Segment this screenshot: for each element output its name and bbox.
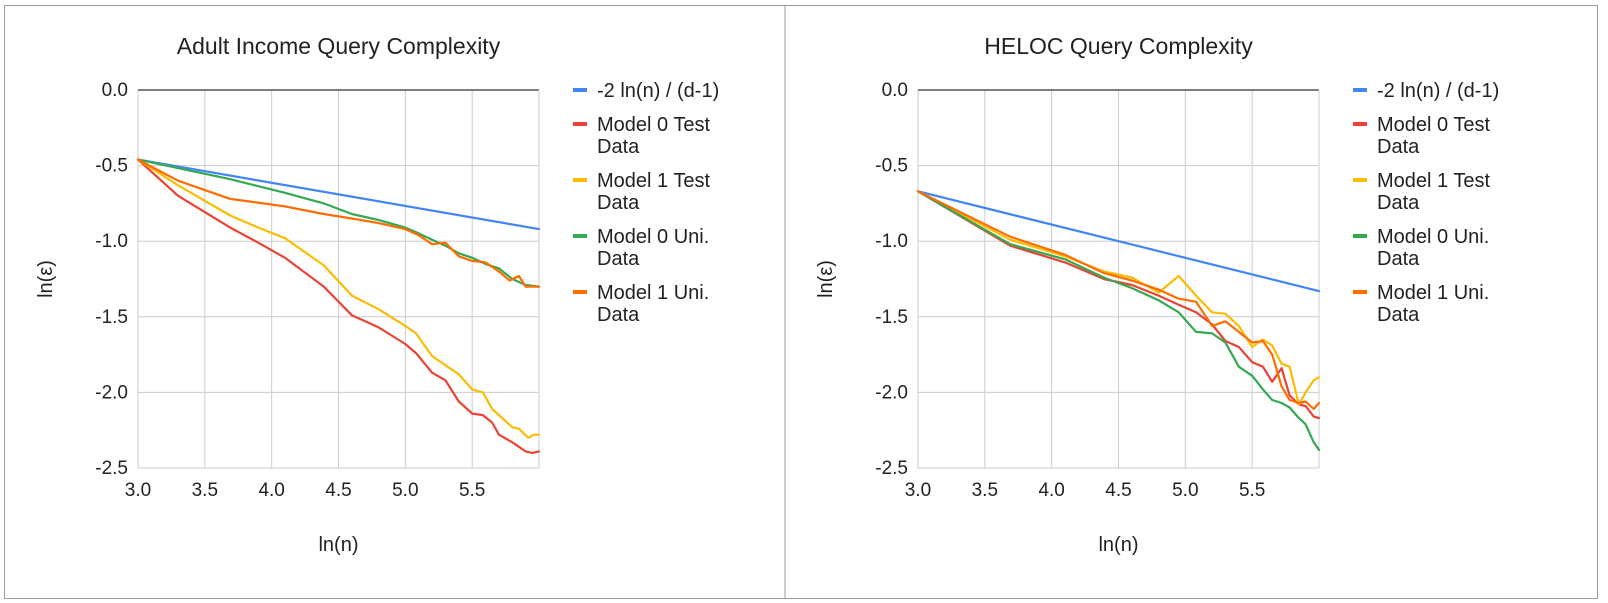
x-tick-label: 4.0 — [258, 480, 284, 501]
x-tick-label: 5.5 — [1239, 480, 1265, 501]
legend-label: Data — [1377, 192, 1420, 214]
legend-label: Model 0 Test — [597, 114, 710, 136]
y-axis-title: ln(ε) — [815, 260, 837, 298]
legend-item-4: Model 1 Uni.Data — [573, 282, 709, 326]
chart-panel-1: HELOC Query Complexity 0.0 -0.5 -1.0 -1.5 -2.… — [815, 33, 1499, 556]
y-tick-label: -2.0 — [875, 382, 908, 403]
legend-item-3: Model 0 Uni.Data — [573, 226, 709, 270]
y-tick-label: 0.0 — [102, 80, 128, 101]
legend-label: Model 0 Uni. — [1377, 226, 1489, 248]
x-tick-label: 5.5 — [459, 480, 485, 501]
x-tick-label: 3.5 — [192, 480, 218, 501]
legend-item-3: Model 0 Uni.Data — [1353, 226, 1489, 270]
legend-label: Model 1 Uni. — [597, 282, 709, 304]
y-tick-label: -0.5 — [95, 156, 128, 177]
x-tick-label: 4.0 — [1038, 480, 1064, 501]
y-tick-label: 0.0 — [882, 80, 908, 101]
legend-item-0: -2 ln(n) / (d-1) — [1353, 80, 1499, 102]
y-tick-label: -1.0 — [875, 231, 908, 252]
legend-label: Model 0 Uni. — [597, 226, 709, 248]
legend-label: Model 1 Test — [1377, 170, 1490, 192]
y-tick-label: -1.0 — [95, 231, 128, 252]
legend-label: Model 1 Test — [597, 170, 710, 192]
series-line-0 — [916, 190, 1321, 293]
y-axis-title: ln(ε) — [35, 260, 57, 298]
x-tick-label: 4.5 — [1105, 480, 1131, 501]
figure: Adult Income Query Complexity 0.0 -0.5 -1.0… — [4, 5, 1598, 599]
legend-item-4: Model 1 Uni.Data — [1353, 282, 1489, 326]
x-tick-label: 5.0 — [1172, 480, 1198, 501]
x-axis-title: ln(n) — [318, 534, 358, 556]
x-tick-label: 5.0 — [392, 480, 418, 501]
legend-label: Data — [597, 136, 640, 158]
y-tick-label: -2.0 — [95, 382, 128, 403]
legend-label: Data — [1377, 248, 1420, 270]
y-tick-label: -1.5 — [95, 307, 128, 328]
legend-label: Data — [597, 304, 640, 326]
x-axis-title: ln(n) — [1098, 534, 1138, 556]
x-tick-label: 4.5 — [325, 480, 351, 501]
series-line-3 — [916, 190, 1321, 451]
legend-item-0: -2 ln(n) / (d-1) — [573, 80, 719, 102]
series-line-0 — [136, 158, 541, 231]
series-line-3 — [136, 158, 541, 288]
legend-label: Data — [1377, 304, 1420, 326]
legend-label: Model 1 Uni. — [1377, 282, 1489, 304]
legend-label: Data — [597, 248, 640, 270]
y-tick-label: -2.5 — [875, 458, 908, 479]
series-line-4 — [916, 190, 1321, 411]
y-tick-label: -2.5 — [95, 458, 128, 479]
series-line-2 — [136, 158, 541, 439]
legend-label: Data — [1377, 136, 1420, 158]
x-tick-label: 3.5 — [972, 480, 998, 501]
chart-panel-0: Adult Income Query Complexity 0.0 -0.5 -1.0… — [35, 33, 719, 556]
y-tick-label: -0.5 — [875, 156, 908, 177]
x-tick-label: 3.0 — [125, 480, 151, 501]
series-line-4 — [136, 158, 541, 288]
chart-title: HELOC Query Complexity — [984, 33, 1253, 59]
legend-label: Model 0 Test — [1377, 114, 1490, 136]
legend-label: -2 ln(n) / (d-1) — [597, 80, 719, 102]
series-line-2 — [916, 190, 1321, 406]
chart-title: Adult Income Query Complexity — [177, 33, 501, 59]
legend-label: Data — [597, 192, 640, 214]
legend-label: -2 ln(n) / (d-1) — [1377, 80, 1499, 102]
charts-canvas: Adult Income Query Complexity 0.0 -0.5 -1.0… — [35, 6, 1499, 598]
series-line-1 — [136, 158, 541, 454]
x-tick-label: 3.0 — [905, 480, 931, 501]
y-tick-label: -1.5 — [875, 307, 908, 328]
